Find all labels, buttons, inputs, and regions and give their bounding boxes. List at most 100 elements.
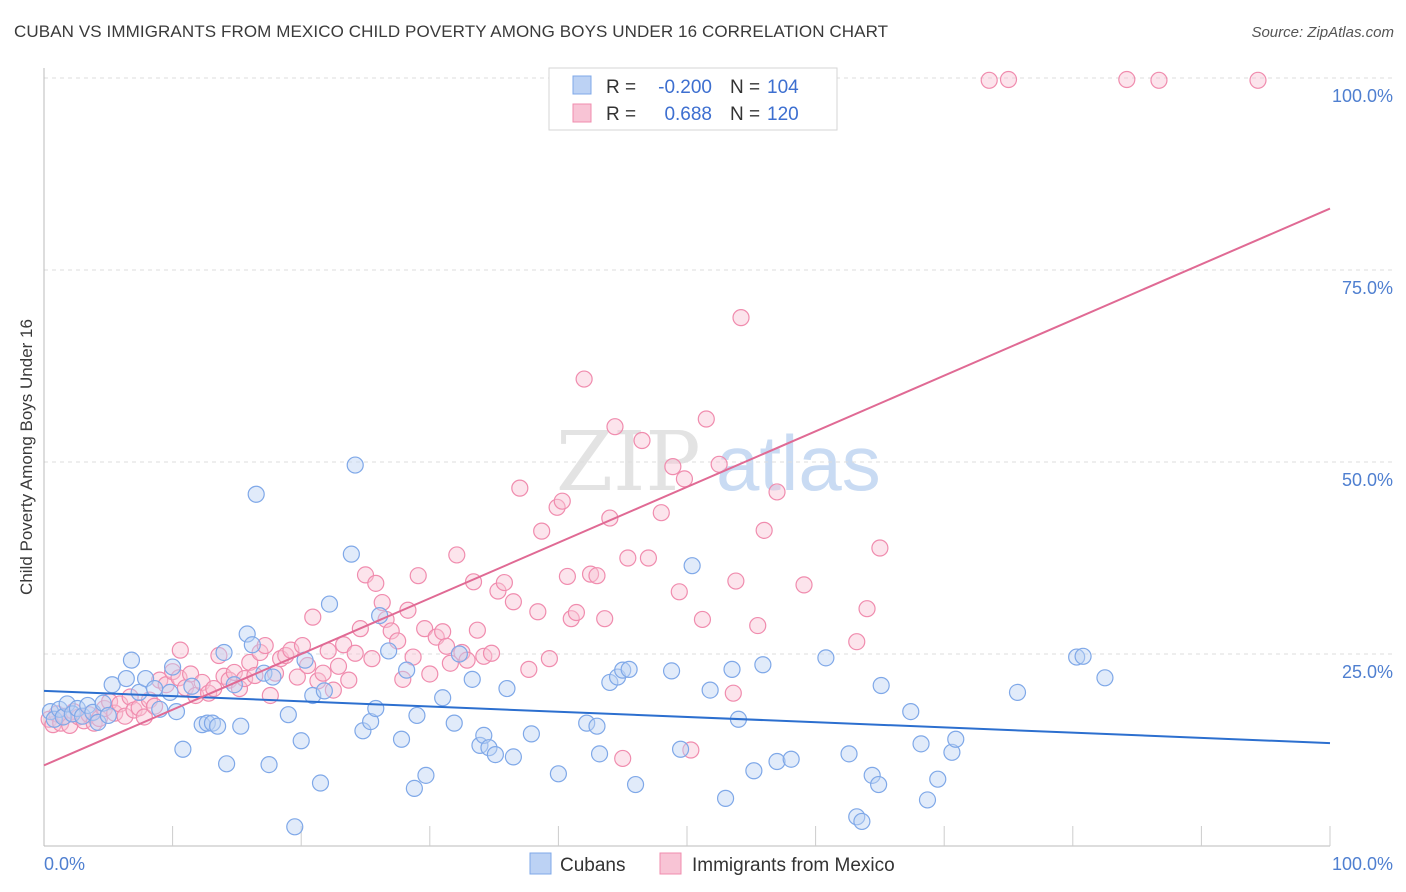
mexico-point	[409, 567, 427, 585]
cuban-point	[174, 740, 192, 758]
legend-swatch-mexico	[659, 852, 682, 875]
mexico-point	[606, 418, 624, 436]
mexico-point	[697, 410, 715, 428]
cuban-point	[840, 745, 858, 763]
legend: Cubans Immigrants from Mexico	[529, 852, 895, 876]
mexico-point	[558, 567, 577, 586]
mexico-point	[567, 603, 586, 622]
mexico-point	[225, 663, 243, 682]
stats-n-value-cubans: 104	[767, 77, 799, 98]
mexico-point	[340, 671, 358, 689]
mexico-point	[394, 670, 412, 688]
mexico-point	[858, 600, 876, 618]
cuban-point	[683, 557, 701, 575]
cuban-point	[902, 702, 920, 721]
cuban-point	[745, 762, 763, 780]
y-axis-label: Child Poverty Among Boys Under 16	[17, 319, 36, 595]
mexico-point	[416, 620, 434, 638]
cuban-point	[768, 752, 786, 771]
cuban-point	[342, 545, 360, 563]
mexico-point	[520, 660, 538, 678]
mexico-point	[171, 641, 189, 659]
cuban-point	[346, 456, 364, 474]
stats-r-value-mexico: 0.688	[664, 104, 712, 125]
y-tick-labels: 25.0% 50.0% 75.0% 100.0%	[1332, 86, 1393, 682]
mexico-point	[448, 546, 466, 564]
trend-line-mexico	[43, 207, 1331, 767]
cuban-point	[1008, 683, 1027, 702]
mexico-point	[256, 636, 274, 655]
cuban-point	[122, 651, 141, 669]
cuban-point	[362, 712, 380, 731]
cuban-point	[405, 779, 423, 798]
mexico-point	[346, 644, 364, 662]
mexico-point	[367, 574, 385, 592]
mexico-point	[504, 593, 522, 611]
cuban-point	[198, 714, 216, 732]
mexico-point	[288, 668, 306, 686]
mexico-point	[495, 573, 513, 592]
x-tick-label-min: 0.0%	[44, 854, 85, 874]
cuban-point	[73, 707, 92, 725]
cuban-point	[504, 748, 522, 766]
cuban-point	[549, 765, 568, 783]
mexico-point	[304, 608, 322, 626]
cuban-point	[408, 706, 426, 725]
cuban-point	[54, 708, 72, 726]
stats-r-label-cubans: R =	[606, 77, 636, 98]
mexico-point	[529, 603, 547, 621]
cuban-point	[754, 656, 772, 674]
mexico-point	[588, 567, 606, 585]
mexico-point	[441, 654, 459, 672]
mexico-point	[652, 504, 670, 522]
cuban-point	[371, 606, 389, 625]
mexico-point	[437, 637, 456, 655]
cuban-point	[260, 755, 278, 774]
cuban-point	[203, 714, 222, 732]
mexico-point	[540, 650, 558, 668]
mexico-point	[434, 623, 452, 641]
mexico-point	[755, 521, 773, 539]
mexico-point	[871, 539, 889, 557]
cuban-point	[292, 732, 310, 750]
mexico-point	[619, 549, 637, 567]
cuban-point	[870, 775, 888, 794]
mexico-point	[553, 492, 571, 510]
cuban-point	[450, 645, 468, 663]
cuban-point	[445, 714, 463, 732]
mexico-point	[382, 622, 400, 640]
cuban-point	[117, 669, 135, 688]
cuban-point	[590, 745, 609, 763]
mexico-point	[482, 644, 501, 662]
cuban-point	[498, 679, 516, 698]
cuban-point	[311, 774, 330, 792]
legend-swatch-cubans	[529, 852, 552, 875]
stats-n-label-cubans: N =	[730, 77, 760, 98]
stats-box: R = -0.200 N = 104 R = 0.688 N = 120	[548, 67, 838, 131]
cuban-point	[320, 595, 339, 613]
mexico-point	[145, 697, 164, 715]
cuban-point	[588, 717, 606, 735]
mexico-point	[511, 479, 529, 497]
mexico-point	[210, 646, 228, 665]
mexico-point	[468, 621, 486, 639]
mexico-point	[749, 616, 767, 635]
cuban-point	[626, 775, 645, 794]
cuban-point	[380, 642, 398, 660]
cuban-point	[417, 766, 435, 784]
mexico-point	[614, 749, 632, 768]
mexico-point	[1118, 70, 1136, 89]
y-tick-label: 100.0%	[1332, 86, 1393, 106]
stats-swatch-mexico	[572, 103, 592, 123]
source-credit: Source: ZipAtlas.com	[1251, 24, 1394, 41]
x-tick-marks	[172, 826, 1331, 846]
cuban-point	[89, 713, 107, 731]
mexico-point	[980, 71, 998, 89]
cuban-point	[614, 661, 632, 679]
chart-title: CUBAN VS IMMIGRANTS FROM MEXICO CHILD PO…	[14, 22, 889, 41]
cuban-point	[238, 625, 256, 643]
mexico-point	[664, 458, 682, 476]
gridlines	[44, 77, 1394, 655]
cuban-point	[434, 689, 452, 707]
